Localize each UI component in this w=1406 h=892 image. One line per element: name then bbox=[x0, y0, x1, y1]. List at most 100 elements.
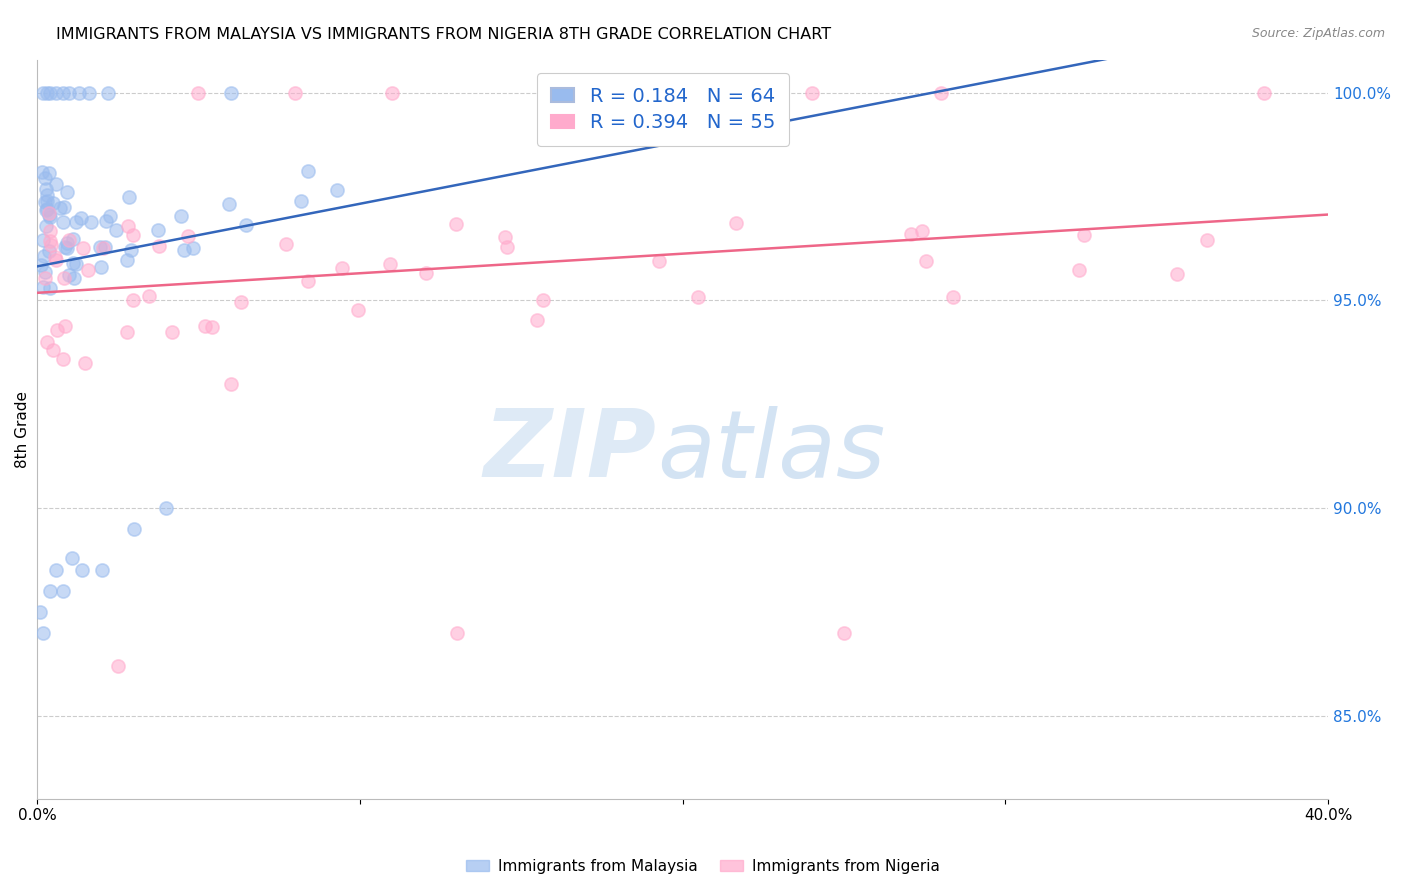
Point bbox=[169, 209, 191, 223]
Point bbox=[65, 257, 87, 271]
Point bbox=[444, 218, 467, 232]
Point bbox=[32, 249, 55, 263]
Point bbox=[297, 274, 319, 288]
Point bbox=[35, 182, 58, 196]
Point bbox=[52, 86, 75, 100]
Point bbox=[526, 313, 548, 327]
Legend: R = 0.184   N = 64, R = 0.394   N = 55: R = 0.184 N = 64, R = 0.394 N = 55 bbox=[537, 73, 789, 146]
Point bbox=[34, 171, 56, 186]
Point bbox=[1253, 86, 1275, 100]
Point bbox=[332, 260, 354, 275]
Point bbox=[34, 265, 56, 279]
Point bbox=[187, 86, 209, 100]
Point bbox=[70, 563, 93, 577]
Point bbox=[326, 183, 349, 197]
Point bbox=[496, 240, 519, 254]
Point bbox=[117, 325, 139, 339]
Point bbox=[42, 196, 65, 211]
Point bbox=[446, 625, 468, 640]
Point bbox=[35, 202, 58, 217]
Point bbox=[494, 230, 516, 244]
Point bbox=[72, 242, 94, 256]
Point bbox=[45, 563, 67, 577]
Point bbox=[56, 241, 79, 255]
Point bbox=[346, 302, 368, 317]
Point bbox=[37, 194, 59, 209]
Point bbox=[107, 658, 129, 673]
Point bbox=[148, 239, 170, 253]
Point bbox=[218, 196, 240, 211]
Point bbox=[49, 201, 72, 215]
Point bbox=[34, 195, 56, 210]
Point bbox=[38, 584, 60, 599]
Point bbox=[62, 256, 84, 270]
Point bbox=[235, 219, 257, 233]
Point bbox=[219, 376, 242, 391]
Legend: Immigrants from Malaysia, Immigrants from Nigeria: Immigrants from Malaysia, Immigrants fro… bbox=[460, 853, 946, 880]
Point bbox=[67, 86, 90, 100]
Point bbox=[53, 271, 76, 285]
Point bbox=[284, 86, 307, 100]
Point bbox=[44, 250, 66, 264]
Point bbox=[290, 194, 312, 209]
Point bbox=[52, 351, 75, 366]
Y-axis label: 8th Grade: 8th Grade bbox=[15, 391, 30, 467]
Point bbox=[51, 215, 73, 229]
Point bbox=[117, 219, 139, 234]
Point bbox=[69, 211, 91, 225]
Point bbox=[41, 238, 63, 252]
Point bbox=[1073, 227, 1095, 242]
Point bbox=[90, 563, 112, 577]
Point bbox=[800, 86, 823, 100]
Point bbox=[688, 290, 710, 304]
Point bbox=[34, 271, 56, 285]
Point bbox=[62, 550, 84, 565]
Point bbox=[38, 208, 60, 222]
Point bbox=[45, 252, 67, 267]
Point bbox=[58, 268, 80, 282]
Text: Source: ZipAtlas.com: Source: ZipAtlas.com bbox=[1251, 27, 1385, 40]
Point bbox=[42, 343, 65, 358]
Point bbox=[543, 86, 565, 100]
Point bbox=[155, 501, 177, 516]
Point bbox=[911, 224, 934, 238]
Point bbox=[65, 215, 87, 229]
Point bbox=[32, 86, 55, 100]
Point bbox=[91, 241, 114, 255]
Point bbox=[32, 233, 55, 247]
Point bbox=[77, 86, 100, 100]
Point bbox=[46, 323, 69, 337]
Point bbox=[648, 253, 671, 268]
Point bbox=[121, 227, 143, 242]
Point bbox=[30, 258, 52, 272]
Point bbox=[98, 210, 121, 224]
Point bbox=[31, 279, 53, 293]
Text: IMMIGRANTS FROM MALAYSIA VS IMMIGRANTS FROM NIGERIA 8TH GRADE CORRELATION CHART: IMMIGRANTS FROM MALAYSIA VS IMMIGRANTS F… bbox=[56, 27, 831, 42]
Point bbox=[94, 239, 117, 253]
Point bbox=[38, 211, 60, 225]
Point bbox=[77, 263, 100, 277]
Point bbox=[45, 177, 67, 191]
Point bbox=[45, 86, 67, 100]
Point bbox=[35, 334, 58, 349]
Point bbox=[53, 318, 76, 333]
Point bbox=[34, 219, 56, 234]
Point bbox=[832, 625, 855, 640]
Point bbox=[378, 257, 401, 271]
Point bbox=[35, 188, 58, 202]
Point bbox=[90, 260, 112, 274]
Point bbox=[32, 625, 55, 640]
Point bbox=[38, 166, 60, 180]
Point bbox=[104, 223, 127, 237]
Point bbox=[725, 216, 748, 230]
Point bbox=[1195, 234, 1218, 248]
Point bbox=[942, 290, 965, 304]
Point bbox=[75, 356, 97, 370]
Point bbox=[219, 86, 242, 100]
Point bbox=[53, 239, 76, 253]
Point bbox=[201, 320, 224, 334]
Point bbox=[297, 164, 319, 178]
Point bbox=[381, 86, 404, 100]
Point bbox=[173, 243, 195, 257]
Point bbox=[274, 236, 297, 251]
